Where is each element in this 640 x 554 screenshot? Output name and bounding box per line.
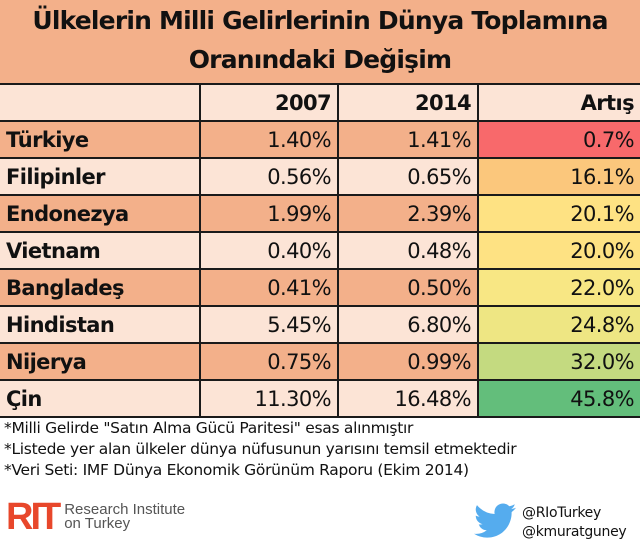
artis-cell: 20.0%	[477, 231, 640, 270]
artis-cell: 20.1%	[477, 194, 640, 233]
table-row: Bangladeş 0.41% 0.50% 22.0%	[0, 268, 640, 307]
country-cell: Bangladeş	[0, 268, 201, 307]
rit-logo: RIT Research Institute on Turkey	[6, 496, 186, 538]
artis-cell: 0.7%	[477, 120, 640, 159]
country-cell: Çin	[0, 379, 201, 418]
value-2014-cell: 6.80%	[337, 305, 479, 344]
artis-cell: 45.8%	[477, 379, 640, 418]
title-banner: Ülkelerin Milli Gelirlerinin Dünya Topla…	[0, 0, 640, 83]
twitter-handle[interactable]: @kmuratguney	[522, 524, 627, 540]
value-2014-cell: 0.48%	[337, 231, 479, 270]
header-country	[0, 83, 201, 122]
value-2014-cell: 0.50%	[337, 268, 479, 307]
footnote: *Milli Gelirde "Satın Alma Gücü Paritesi…	[4, 419, 414, 437]
header-2007: 2007	[199, 83, 339, 122]
value-2014-cell: 1.41%	[337, 120, 479, 159]
table-row: Türkiye 1.40% 1.41% 0.7%	[0, 120, 640, 159]
twitter-handle[interactable]: @RIoTurkey	[522, 505, 601, 521]
value-2007-cell: 0.41%	[199, 268, 339, 307]
country-cell: Nijerya	[0, 342, 201, 381]
table-row: Vietnam 0.40% 0.48% 20.0%	[0, 231, 640, 270]
country-cell: Filipinler	[0, 157, 201, 196]
table-row: Çin 11.30% 16.48% 45.8%	[0, 379, 640, 418]
value-2014-cell: 0.65%	[337, 157, 479, 196]
value-2007-cell: 0.40%	[199, 231, 339, 270]
value-2007-cell: 11.30%	[199, 379, 339, 418]
artis-cell: 22.0%	[477, 268, 640, 307]
rit-logo-text: Research Institute on Turkey	[64, 501, 186, 532]
footnote: *Listede yer alan ülkeler dünya nüfusunu…	[4, 440, 517, 458]
value-2007-cell: 0.75%	[199, 342, 339, 381]
value-2007-cell: 0.56%	[199, 157, 339, 196]
table-row: Nijerya 0.75% 0.99% 32.0%	[0, 342, 640, 381]
artis-cell: 16.1%	[477, 157, 640, 196]
artis-cell: 32.0%	[477, 342, 640, 381]
value-2007-cell: 1.40%	[199, 120, 339, 159]
twitter-bird-icon	[474, 503, 516, 543]
title-line-1: Ülkelerin Milli Gelirlerinin Dünya Topla…	[32, 6, 608, 35]
gdp-share-table: 2007 2014 Artış Türkiye 1.40% 1.41% 0.7% Fil…	[0, 83, 640, 418]
header-artis: Artış	[477, 83, 640, 122]
twitter-handles: @RIoTurkey @kmuratguney	[474, 503, 627, 543]
value-2014-cell: 0.99%	[337, 342, 479, 381]
country-cell: Vietnam	[0, 231, 201, 270]
country-cell: Türkiye	[0, 120, 201, 159]
title-line-2: Oranındaki Değişim	[188, 45, 452, 74]
table-row: Filipinler 0.56% 0.65% 16.1%	[0, 157, 640, 196]
header-2014: 2014	[337, 83, 479, 122]
footnote: *Veri Seti: IMF Dünya Ekonomik Görünüm R…	[4, 461, 469, 479]
value-2014-cell: 16.48%	[337, 379, 479, 418]
header-row: 2007 2014 Artış	[0, 83, 640, 122]
country-cell: Hindistan	[0, 305, 201, 344]
country-cell: Endonezya	[0, 194, 201, 233]
value-2007-cell: 5.45%	[199, 305, 339, 344]
footnotes: *Milli Gelirde "Satın Alma Gücü Paritesi…	[4, 418, 517, 481]
value-2007-cell: 1.99%	[199, 194, 339, 233]
artis-cell: 24.8%	[477, 305, 640, 344]
rit-logo-mark: RIT	[6, 496, 61, 538]
table-row: Endonezya 1.99% 2.39% 20.1%	[0, 194, 640, 233]
table-row: Hindistan 5.45% 6.80% 24.8%	[0, 305, 640, 344]
value-2014-cell: 2.39%	[337, 194, 479, 233]
